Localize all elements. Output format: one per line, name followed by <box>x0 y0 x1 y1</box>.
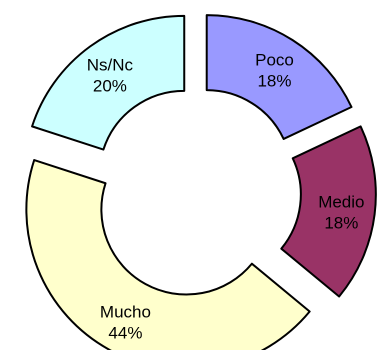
slice-poco <box>205 14 353 140</box>
slice-category-poco: Poco <box>255 50 294 69</box>
slice-category-mucho: Mucho <box>100 302 151 321</box>
slice-label-medio: Medio 18% <box>318 192 364 232</box>
slice-label-poco: Poco 18% <box>255 50 294 90</box>
slice-category-nsnc: Ns/Nc <box>87 55 134 74</box>
slice-percent-poco: 18% <box>257 71 291 90</box>
slice-label-mucho: Mucho 44% <box>100 302 151 342</box>
slice-category-medio: Medio <box>318 192 364 211</box>
slice-percent-medio: 18% <box>324 213 358 232</box>
labels-layer: Poco 18% Medio 18% Mucho 44% Ns/Nc 20% <box>87 50 365 342</box>
slices-layer <box>25 14 377 355</box>
slice-nsnc <box>31 14 186 151</box>
slice-label-nsnc: Ns/Nc 20% <box>87 55 134 95</box>
slice-mucho <box>25 159 311 355</box>
slice-percent-mucho: 44% <box>108 323 142 342</box>
slice-percent-nsnc: 20% <box>93 76 127 95</box>
slice-medio <box>280 125 377 298</box>
